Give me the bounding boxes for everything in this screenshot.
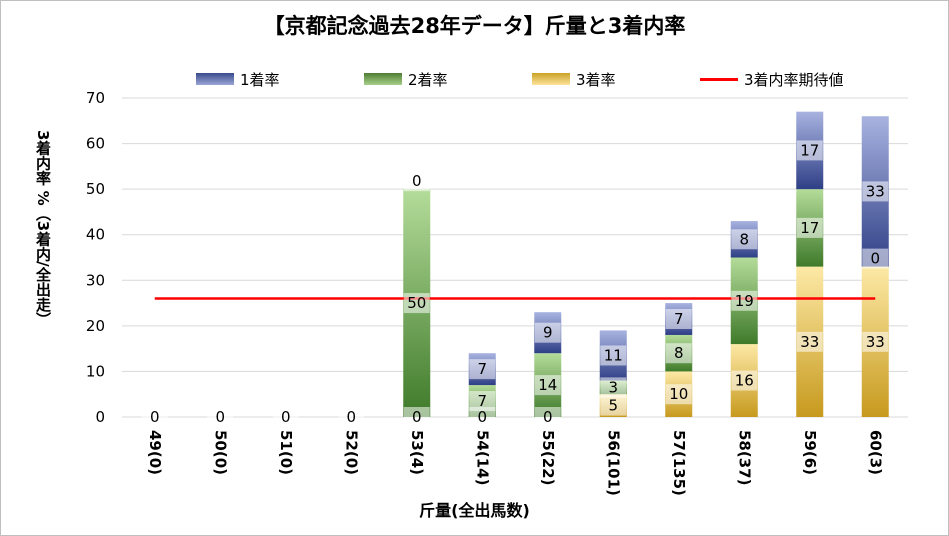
data-label-bg xyxy=(534,322,561,343)
data-label-3rd: 33 xyxy=(866,333,885,351)
legend: 1着率 2着率 3着率 3着内率期待値 xyxy=(0,68,949,90)
legend-label-3rd: 3着率 xyxy=(576,70,616,89)
x-tick-label: 55(22) xyxy=(539,430,557,485)
data-label-3rd: 0 xyxy=(412,408,422,426)
x-tick-label: 52(0) xyxy=(342,430,360,475)
data-label-bg xyxy=(731,290,758,311)
x-tick-label: 53(4) xyxy=(408,430,426,475)
data-label-bg xyxy=(862,331,889,352)
data-label-2nd: 19 xyxy=(735,292,754,310)
x-tick-label: 50(0) xyxy=(211,430,229,475)
y-tick-label: 60 xyxy=(86,135,105,153)
data-label-bg xyxy=(141,407,168,427)
data-label-2nd: 7 xyxy=(477,392,487,410)
data-label-bg xyxy=(731,370,758,391)
x-tick-label: 51(0) xyxy=(277,430,295,475)
data-label-bg xyxy=(469,407,496,427)
legend-swatch-1st xyxy=(196,73,234,85)
data-label-3rd: 0 xyxy=(281,408,291,426)
legend-swatch-3rd xyxy=(532,73,570,85)
y-tick-label: 30 xyxy=(86,271,105,289)
x-tick-label: 58(37) xyxy=(735,430,753,485)
data-label-bg xyxy=(403,407,430,427)
data-label-1st: 7 xyxy=(477,360,487,378)
data-label-2nd: 17 xyxy=(800,219,819,237)
data-label-3rd: 0 xyxy=(150,408,160,426)
data-label-bg xyxy=(403,293,430,314)
data-label-bg xyxy=(534,375,561,396)
data-label-bg xyxy=(665,343,692,364)
data-label-1st: 17 xyxy=(800,141,819,159)
data-label-bg xyxy=(207,407,234,427)
data-label-3rd: 5 xyxy=(608,397,618,415)
y-tick-label: 10 xyxy=(86,362,105,380)
data-label-1st: 0 xyxy=(412,172,422,190)
legend-item-2nd: 2着率 xyxy=(364,68,448,90)
data-label-1st: 9 xyxy=(543,324,553,342)
data-label-bg xyxy=(862,248,889,269)
data-label-bg xyxy=(403,171,430,192)
x-tick-label: 49(0) xyxy=(146,430,164,475)
y-tick-label: 20 xyxy=(86,317,105,335)
y-tick-label: 40 xyxy=(86,226,105,244)
x-tick-label: 60(3) xyxy=(866,430,884,475)
data-label-2nd: 3 xyxy=(608,378,618,396)
legend-swatch-2nd xyxy=(364,73,402,85)
data-label-1st: 11 xyxy=(604,346,623,364)
x-tick-label: 57(135) xyxy=(670,430,688,496)
data-label-bg xyxy=(600,395,627,416)
data-label-bg xyxy=(600,377,627,398)
data-label-1st: 33 xyxy=(866,182,885,200)
data-label-bg xyxy=(796,331,823,352)
data-label-bg xyxy=(469,391,496,412)
data-label-3rd: 33 xyxy=(800,333,819,351)
legend-label-expected: 3着内率期待値 xyxy=(744,70,844,89)
data-label-1st: 8 xyxy=(739,230,749,248)
data-label-3rd: 0 xyxy=(215,408,225,426)
legend-label-2nd: 2着率 xyxy=(408,70,448,89)
data-label-bg xyxy=(534,407,561,427)
data-label-bg xyxy=(796,140,823,161)
legend-item-expected: 3着内率期待値 xyxy=(700,68,844,90)
x-tick-label: 54(14) xyxy=(473,430,491,485)
y-tick-label: 70 xyxy=(86,89,105,107)
x-tick-label: 59(6) xyxy=(801,430,819,475)
data-label-bg xyxy=(731,229,758,250)
legend-item-3rd: 3着率 xyxy=(532,68,616,90)
data-label-bg xyxy=(272,407,299,427)
data-label-2nd: 50 xyxy=(407,294,426,312)
data-label-bg xyxy=(796,217,823,238)
data-label-bg xyxy=(665,384,692,405)
data-label-bg xyxy=(862,181,889,202)
data-label-2nd: 14 xyxy=(538,376,557,394)
data-label-1st: 7 xyxy=(674,310,684,328)
chart-title: 【京都記念過去28年データ】斤量と3着内率 xyxy=(263,14,686,38)
data-label-3rd: 0 xyxy=(543,408,553,426)
data-label-2nd: 0 xyxy=(870,250,880,268)
x-tick-label: 56(101) xyxy=(604,430,622,496)
y-tick-label: 50 xyxy=(86,180,105,198)
legend-swatch-expected xyxy=(700,77,738,81)
y-axis-label: 3着内率 %（3着内/全出走） xyxy=(34,130,52,327)
data-label-3rd: 0 xyxy=(477,408,487,426)
data-label-3rd: 16 xyxy=(735,372,754,390)
data-label-bg xyxy=(665,309,692,330)
data-label-2nd: 8 xyxy=(674,344,684,362)
y-tick-label: 0 xyxy=(95,408,105,426)
data-label-3rd: 0 xyxy=(346,408,356,426)
legend-label-1st: 1着率 xyxy=(240,70,280,89)
legend-item-1st: 1着率 xyxy=(196,68,280,90)
x-axis-label: 斤量(全出馬数) xyxy=(419,501,530,520)
data-label-bg xyxy=(338,407,365,427)
data-label-3rd: 10 xyxy=(669,385,688,403)
data-label-bg xyxy=(469,359,496,380)
data-label-bg xyxy=(600,345,627,366)
